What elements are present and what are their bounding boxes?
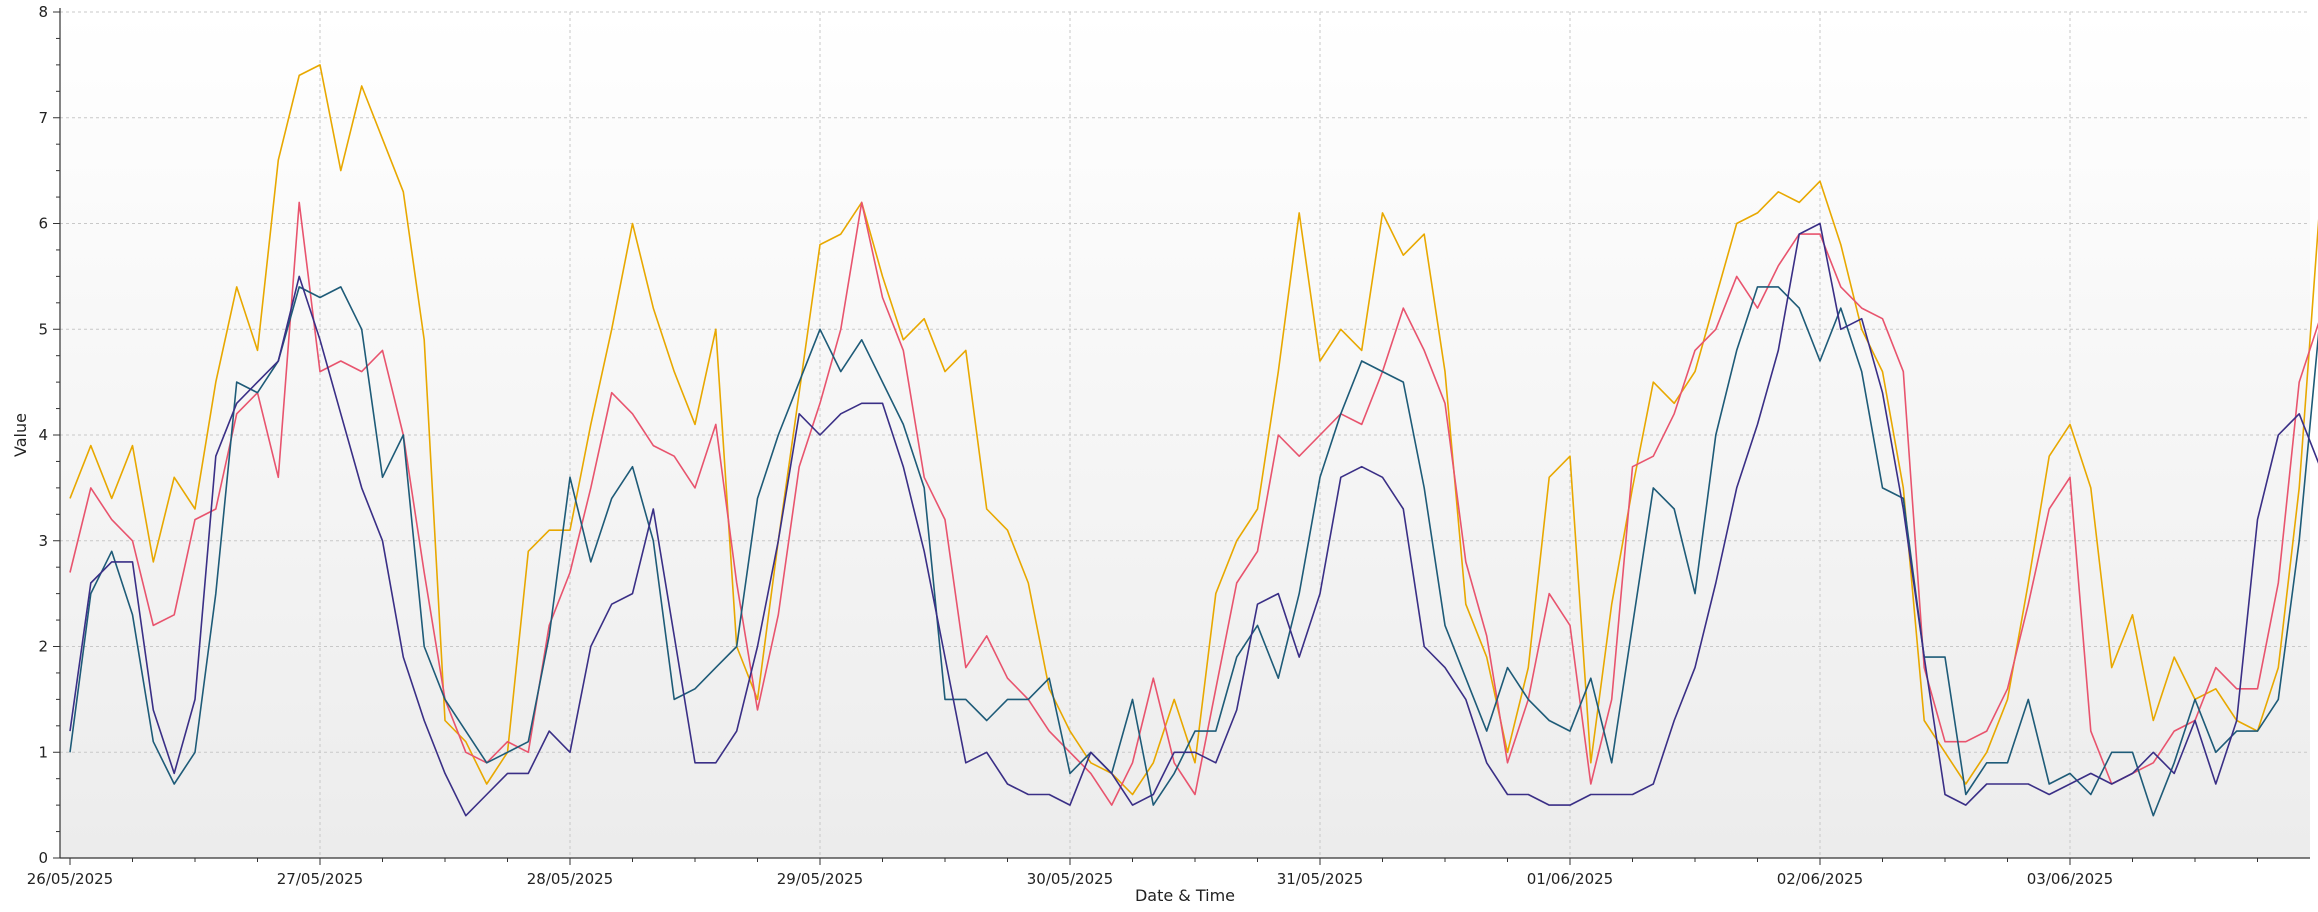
axes: 0 1 2 3 4 5 6 7 8 26/05/2025 27/05/2025 28/05/2025 2… (27, 3, 2310, 888)
series-lines (69, 64, 2318, 817)
x-tick-label: 28/05/2025 (527, 870, 613, 888)
x-tick-label: 01/06/2025 (1527, 870, 1613, 888)
x-axis-title: Date & Time (1135, 886, 1235, 905)
y-tick-label: 3 (38, 532, 48, 550)
x-tick-label: 26/05/2025 (27, 870, 113, 888)
y-tick-label: 1 (38, 743, 48, 761)
y-tick-label: 2 (38, 638, 48, 656)
x-tick-label: 30/05/2025 (1027, 870, 1113, 888)
x-tick-label: 31/05/2025 (1277, 870, 1363, 888)
series-line-4 (69, 222, 2318, 817)
y-tick-label: 4 (38, 426, 48, 444)
series-line-2 (69, 201, 2318, 806)
y-tick-label: 7 (38, 109, 48, 127)
y-tick-label: 6 (38, 215, 48, 233)
x-tick-label: 03/06/2025 (2027, 870, 2113, 888)
x-tick-label: 02/06/2025 (1777, 870, 1863, 888)
y-axis-title: Value (11, 413, 30, 457)
y-tick-label: 5 (38, 320, 48, 338)
y-tick-label: 0 (38, 849, 48, 867)
series-line-3 (69, 286, 2318, 817)
x-tick-label: 27/05/2025 (277, 870, 363, 888)
x-tick-label: 29/05/2025 (777, 870, 863, 888)
y-tick-label: 8 (38, 3, 48, 21)
series-line-1 (69, 64, 2318, 796)
